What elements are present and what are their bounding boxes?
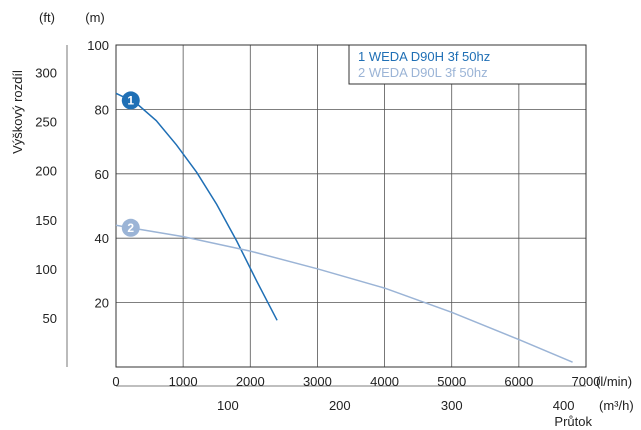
x-axis-label: Průtok	[554, 414, 592, 429]
legend-entry-2: 2 WEDA D90L 3f 50hz	[358, 65, 488, 80]
secondary-y-tick-label: 100	[35, 262, 57, 277]
series-line-1	[115, 92, 278, 321]
secondary-x-tick-label: 200	[329, 398, 351, 413]
x-tick-label: 2000	[236, 374, 265, 389]
y-tick-label: 40	[95, 231, 109, 246]
x-tick-label: 3000	[303, 374, 332, 389]
series-marker-label-2: 2	[127, 221, 134, 235]
series-markers: 12	[121, 91, 140, 237]
series-marker-label-1: 1	[127, 93, 134, 107]
y-tick-label: 100	[87, 38, 109, 53]
secondary-x-tick-label: 100	[217, 398, 239, 413]
tick-labels: 0 1000 2000 3000 4000 5000 6000 7000 20 40 60 80 100…	[35, 38, 600, 413]
legend: 1 WEDA D90H 3f 50hz 2 WEDA D90L 3f 50hz	[348, 44, 587, 85]
secondary-x-tick-label: 300	[441, 398, 463, 413]
y-tick-label: 80	[95, 102, 109, 117]
secondary-y-tick-label: 200	[35, 164, 57, 179]
secondary-y-tick-label: 150	[35, 213, 57, 228]
series-marker-1	[121, 91, 140, 110]
y-unit-secondary: (ft)	[39, 10, 55, 25]
x-tick-label: 6000	[504, 374, 533, 389]
y-tick-label: 20	[95, 296, 109, 311]
series-lines	[115, 92, 573, 363]
x-tick-label: 4000	[370, 374, 399, 389]
secondary-y-tick-label: 250	[35, 115, 57, 130]
series-marker-2	[121, 218, 140, 237]
x-tick-label: 1000	[169, 374, 198, 389]
x-tick-label: 7000	[572, 374, 601, 389]
plot-frame	[115, 44, 587, 368]
secondary-y-tick-label: 50	[43, 311, 57, 326]
series-line-2	[115, 224, 573, 363]
x-tick-label: 5000	[437, 374, 466, 389]
y-unit-primary: (m)	[85, 10, 105, 25]
secondary-y-tick-label: 300	[35, 66, 57, 81]
x-unit-secondary: (m³/h)	[599, 398, 634, 413]
axes	[66, 45, 586, 387]
y-axis-label: Výškový rozdíl	[10, 70, 25, 154]
y-tick-label: 60	[95, 167, 109, 182]
legend-box	[348, 44, 587, 85]
x-unit-primary: (l/min)	[596, 374, 632, 389]
secondary-x-tick-label: 400	[553, 398, 575, 413]
legend-entry-1: 1 WEDA D90H 3f 50hz	[358, 49, 490, 64]
x-tick-label: 0	[112, 374, 119, 389]
grid-lines	[116, 45, 586, 367]
